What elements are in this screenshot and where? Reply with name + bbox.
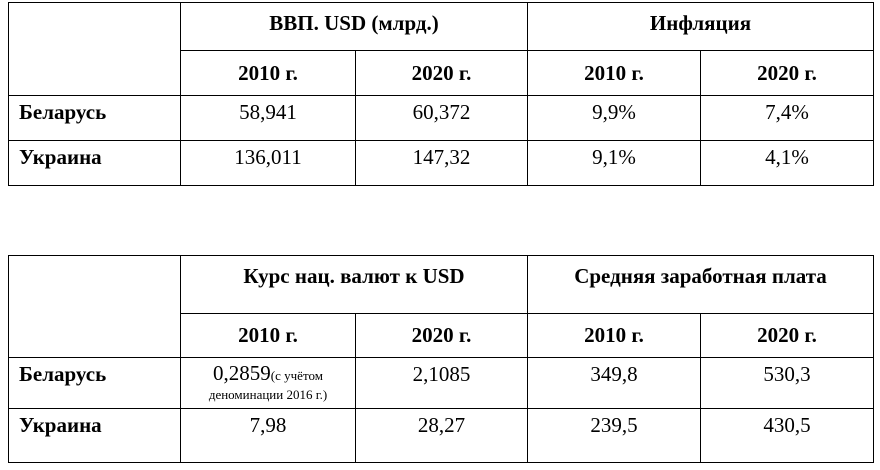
row-label: Беларусь — [8, 95, 181, 141]
year-header: 2020 г. — [355, 313, 528, 358]
value-cell: 9,9% — [527, 95, 701, 141]
row-label: Украина — [8, 140, 181, 186]
year-header: 2010 г. — [180, 313, 356, 358]
value-cell: 0,2859(с учётом деноминации 2016 г.) — [180, 357, 356, 409]
year-header: 2020 г. — [700, 313, 874, 358]
empty-cell — [8, 2, 181, 96]
note: деноминации 2016 г.) — [208, 387, 328, 402]
currency-salary-table: Курс нац. валют к USD Средняя заработная… — [8, 255, 874, 463]
value-cell: 9,1% — [527, 140, 701, 186]
value-cell: 136,011 — [180, 140, 356, 186]
value-cell: 2,1085 — [355, 357, 528, 409]
value-cell: 7,4% — [700, 95, 874, 141]
value-cell: 7,98 — [180, 408, 356, 463]
value-cell: 60,372 — [355, 95, 528, 141]
cell-content: 0,2859(с учётом — [182, 361, 355, 387]
group-header: Курс нац. валют к USD — [180, 255, 528, 314]
gdp-inflation-table: ВВП. USD (млрд.) Инфляция 2010 г. 2020 г… — [8, 2, 874, 186]
value: 0,2859 — [213, 361, 271, 385]
value-cell: 349,8 — [527, 357, 701, 409]
year-header: 2010 г. — [527, 313, 701, 358]
group-header: Инфляция — [527, 2, 874, 51]
group-header: Средняя заработная плата — [527, 255, 874, 314]
value-cell: 58,941 — [180, 95, 356, 141]
row-label: Беларусь — [8, 357, 181, 409]
row-label: Украина — [8, 408, 181, 463]
year-header: 2010 г. — [180, 50, 356, 96]
note: (с учётом — [270, 368, 323, 383]
group-header: ВВП. USD (млрд.) — [180, 2, 528, 51]
year-header: 2020 г. — [700, 50, 874, 96]
value-cell: 430,5 — [700, 408, 874, 463]
value-cell: 147,32 — [355, 140, 528, 186]
empty-cell — [8, 255, 181, 358]
value-cell: 530,3 — [700, 357, 874, 409]
value-cell: 239,5 — [527, 408, 701, 463]
value-cell: 28,27 — [355, 408, 528, 463]
year-header: 2010 г. — [527, 50, 701, 96]
value-cell: 4,1% — [700, 140, 874, 186]
year-header: 2020 г. — [355, 50, 528, 96]
